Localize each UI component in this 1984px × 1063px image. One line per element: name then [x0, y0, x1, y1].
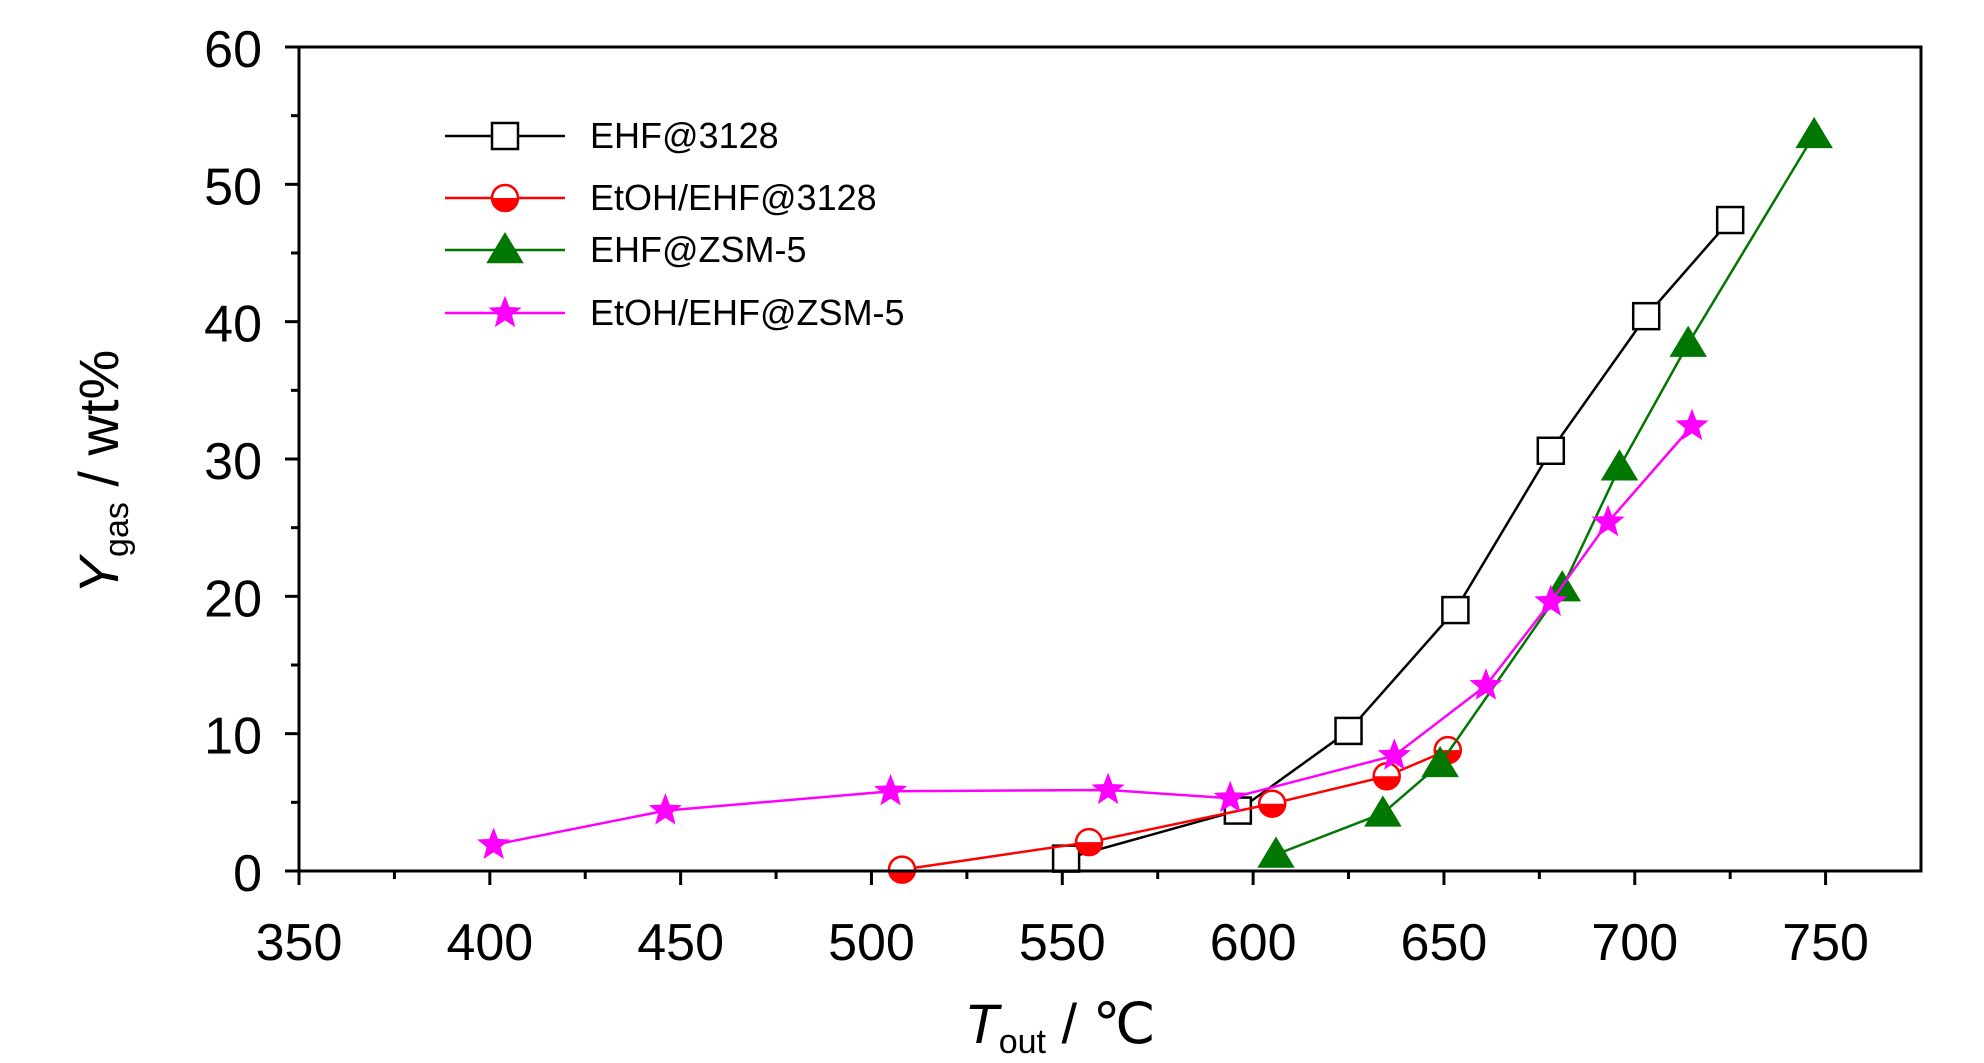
y-axis-title: Ygas / wt%	[67, 350, 136, 595]
series-4-point-8	[1534, 584, 1568, 616]
legend-label-3: EHF@ZSM-5	[590, 229, 807, 270]
x-tick-label-550: 550	[1019, 914, 1106, 972]
series-2-point-3-half	[1259, 803, 1286, 817]
legend: EHF@3128 EtOH/EHF@3128 EHF@ZSM-5 EtOH/EHF@Z…	[445, 115, 905, 333]
x-tick-label-600: 600	[1210, 914, 1297, 972]
legend-marker-4	[488, 295, 522, 328]
x-tick-label-750: 750	[1782, 914, 1869, 972]
series-3-point-6	[1669, 325, 1707, 357]
legend-marker-1	[490, 121, 520, 151]
series-3-point-3	[1421, 745, 1459, 778]
series-4-point-6	[1377, 738, 1411, 770]
series-3	[1257, 116, 1833, 868]
y-tick-label-20: 20	[204, 570, 262, 628]
x-axis-title-subscript: out	[999, 1023, 1047, 1061]
legend-marker-2	[490, 183, 520, 213]
legend-label-4: EtOH/EHF@ZSM-5	[590, 292, 905, 333]
legend-label-2: EtOH/EHF@3128	[590, 177, 877, 218]
y-tick-label-0: 0	[233, 845, 262, 903]
x-axis-title-symbol: T	[964, 992, 1002, 1055]
x-tick-label-500: 500	[828, 914, 915, 972]
series-4-point-3	[874, 773, 908, 806]
legend-marker-3	[486, 232, 524, 264]
x-tick-label-450: 450	[637, 914, 724, 972]
y-tick-label-50: 50	[204, 158, 262, 216]
x-tick-label-400: 400	[446, 914, 533, 972]
series-2	[887, 735, 1463, 884]
series-2-point-2-half	[1076, 842, 1103, 856]
series-4-point-9	[1591, 504, 1625, 537]
series-1-point-1	[1051, 844, 1081, 873]
tick-label-layer: 350 400 450 500 550 600 650 700 750 0 10 20 30 40 50 60	[204, 21, 1869, 972]
y-tick-label-10: 10	[204, 708, 262, 766]
y-axis-title-symbol: Y	[67, 553, 130, 594]
series-3-point-2	[1364, 795, 1402, 827]
series-4-point-1	[477, 827, 511, 859]
series-4	[477, 408, 1709, 859]
series-4-line	[493, 425, 1693, 847]
x-tick-label-700: 700	[1591, 914, 1678, 972]
series-layer	[477, 116, 1833, 884]
x-tick-label-650: 650	[1401, 914, 1488, 972]
series-2-point-4-half	[1373, 776, 1400, 790]
series-2-point-1-half	[889, 869, 916, 883]
series-2-point-2	[1074, 827, 1104, 857]
x-axis-title: Tout / ℃	[964, 992, 1155, 1061]
legend-marker-2-half	[492, 198, 518, 211]
legend-entry-1: EHF@3128	[445, 115, 779, 156]
y-tick-label-40: 40	[204, 296, 262, 354]
series-1-point-3	[1334, 716, 1363, 746]
x-axis-title-unit: / ℃	[1046, 992, 1156, 1055]
series-2-point-4	[1372, 761, 1401, 791]
legend-entry-4: EtOH/EHF@ZSM-5	[445, 292, 905, 333]
series-1-point-7	[1715, 205, 1745, 235]
series-4-point-10	[1675, 408, 1709, 441]
legend-entry-3: EHF@ZSM-5	[445, 229, 807, 270]
series-4-point-5	[1213, 780, 1247, 813]
series-1-point-6	[1631, 301, 1661, 331]
legend-entry-2: EtOH/EHF@3128	[445, 177, 877, 218]
series-1-point-4	[1441, 595, 1470, 625]
series-4-point-2	[648, 793, 682, 825]
series-3-point-5	[1600, 449, 1639, 481]
series-2-point-3	[1257, 789, 1287, 818]
series-3-point-7	[1795, 116, 1833, 149]
x-tick-label-350: 350	[256, 914, 343, 972]
tick-layer	[285, 45, 1828, 885]
legend-label-1: EHF@3128	[590, 115, 779, 156]
series-4-point-4	[1091, 772, 1125, 805]
y-axis-title-unit: / wt%	[67, 350, 130, 502]
y-axis-title-subscript: gas	[98, 502, 136, 557]
series-1-point-5	[1536, 436, 1566, 466]
y-tick-label-60: 60	[204, 21, 262, 79]
y-tick-label-30: 30	[204, 433, 262, 491]
series-3-point-1	[1257, 836, 1295, 868]
series-4-point-7	[1469, 668, 1503, 700]
